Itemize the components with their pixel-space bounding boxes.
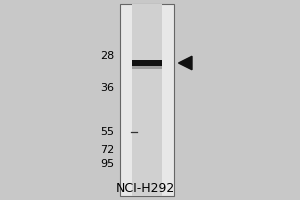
Text: 55: 55 — [100, 127, 114, 137]
Bar — [132, 4, 162, 196]
Text: NCI-H292: NCI-H292 — [116, 182, 175, 194]
Text: 28: 28 — [100, 51, 114, 61]
Text: 95: 95 — [100, 159, 114, 169]
Polygon shape — [178, 56, 192, 70]
Bar — [132, 60, 162, 66]
Bar — [132, 66, 162, 69]
Bar — [120, 4, 174, 196]
Text: 36: 36 — [100, 83, 114, 93]
Text: 72: 72 — [100, 145, 114, 155]
